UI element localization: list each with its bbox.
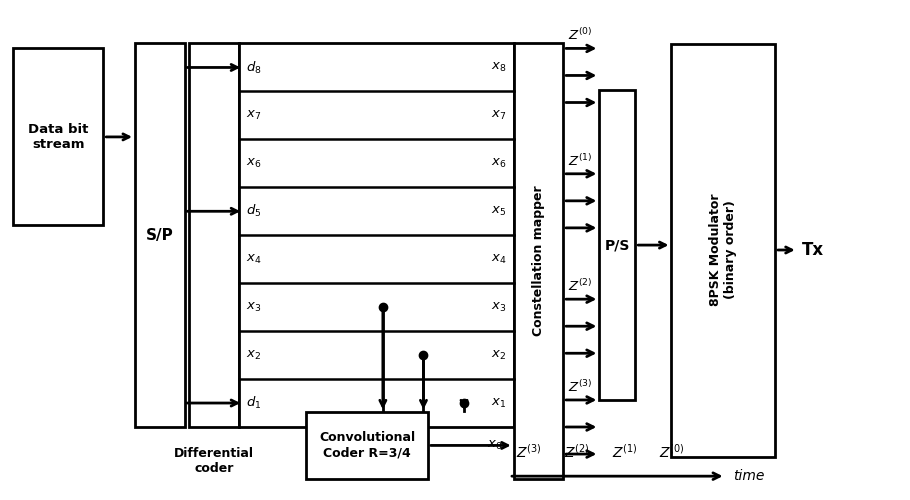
FancyBboxPatch shape: [513, 44, 563, 478]
Text: $Z^{(2)}$: $Z^{(2)}$: [568, 278, 592, 294]
Text: time: time: [733, 469, 764, 483]
Text: $x_{7}$: $x_{7}$: [246, 109, 261, 122]
FancyBboxPatch shape: [135, 44, 185, 427]
Text: $Z^{(1)}$: $Z^{(1)}$: [612, 442, 637, 460]
Text: Tx: Tx: [802, 241, 824, 259]
FancyBboxPatch shape: [238, 44, 513, 427]
FancyBboxPatch shape: [189, 44, 238, 427]
FancyBboxPatch shape: [600, 90, 635, 400]
Text: Data bit
stream: Data bit stream: [28, 123, 88, 151]
FancyBboxPatch shape: [672, 44, 775, 457]
Text: $x_{8}$: $x_{8}$: [491, 61, 506, 74]
Text: $x_{1}$: $x_{1}$: [491, 396, 506, 409]
Text: $x_{4}$: $x_{4}$: [246, 252, 261, 266]
Text: $x_{2}$: $x_{2}$: [491, 348, 506, 362]
Text: $Z^{(3)}$: $Z^{(3)}$: [516, 442, 541, 460]
Text: $Z^{(3)}$: $Z^{(3)}$: [568, 379, 592, 395]
Text: $d_{8}$: $d_{8}$: [246, 60, 261, 76]
Text: $d_{5}$: $d_{5}$: [246, 203, 261, 220]
Text: $x_{4}$: $x_{4}$: [490, 252, 506, 266]
Text: $x_0$: $x_0$: [488, 439, 503, 452]
Text: $Z^{(0)}$: $Z^{(0)}$: [659, 442, 684, 460]
Text: $Z^{(0)}$: $Z^{(0)}$: [568, 28, 592, 44]
Text: $x_{3}$: $x_{3}$: [491, 300, 506, 314]
Text: $x_{3}$: $x_{3}$: [246, 300, 261, 314]
Text: S/P: S/P: [146, 228, 174, 243]
Text: Differential
coder: Differential coder: [174, 448, 254, 475]
Text: $x_{6}$: $x_{6}$: [246, 157, 261, 170]
FancyBboxPatch shape: [13, 48, 104, 226]
Text: $x_{7}$: $x_{7}$: [491, 109, 506, 122]
Text: Constellation mapper: Constellation mapper: [532, 186, 545, 336]
Text: $Z^{(1)}$: $Z^{(1)}$: [568, 153, 592, 169]
Text: P/S: P/S: [604, 238, 630, 252]
Text: Convolutional
Coder R=3/4: Convolutional Coder R=3/4: [319, 432, 415, 460]
Text: $Z^{(2)}$: $Z^{(2)}$: [564, 442, 590, 460]
Text: $x_{5}$: $x_{5}$: [491, 204, 506, 218]
Text: $x_{2}$: $x_{2}$: [246, 348, 261, 362]
Text: $x_{6}$: $x_{6}$: [491, 157, 506, 170]
FancyBboxPatch shape: [307, 412, 428, 478]
Text: 8PSK Modulator
(binary order): 8PSK Modulator (binary order): [709, 194, 737, 306]
Text: $d_{1}$: $d_{1}$: [246, 395, 261, 411]
